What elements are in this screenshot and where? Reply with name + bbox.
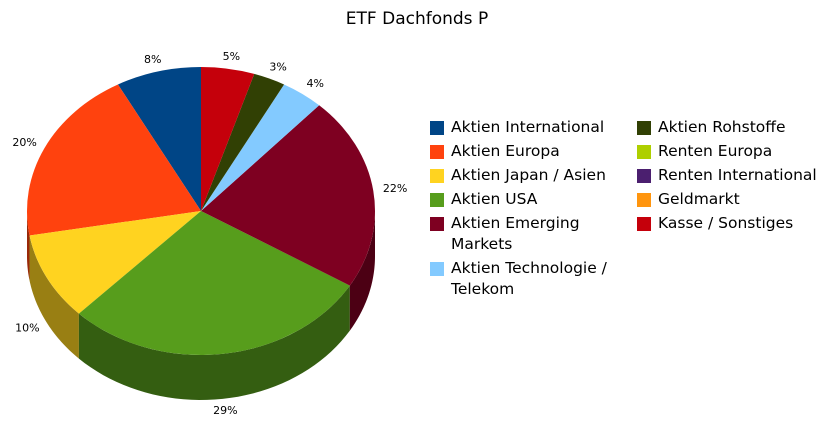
slice [201, 105, 376, 286]
legend-swatch [637, 193, 651, 207]
data-label: 4% [306, 77, 323, 90]
slice-side [349, 211, 375, 331]
legend-label: Kasse / Sonstiges [658, 214, 794, 232]
legend-swatch [637, 169, 651, 183]
slice-side [29, 235, 79, 359]
legend-label: Aktien Rohstoffe [658, 118, 786, 136]
legend-column: Aktien International Aktien Europa Aktien … [430, 117, 623, 300]
legend-swatch [637, 121, 651, 135]
legend-item: Aktien Emerging Markets [430, 213, 623, 255]
data-label: 8% [144, 53, 161, 66]
legend-swatch [430, 262, 444, 276]
legend-item: Aktien USA [430, 189, 623, 210]
legend-item: Aktien Technologie / Telekom [430, 258, 623, 300]
legend-item: Aktien International [430, 117, 623, 138]
legend-item: Renten Europa [637, 141, 820, 162]
legend-label: Aktien Japan / Asien [451, 166, 606, 184]
legend-item: Aktien Europa [430, 141, 623, 162]
legend-label: Geldmarkt [658, 190, 740, 208]
legend: Aktien International Aktien Europa Aktien … [430, 117, 820, 300]
slice [117, 67, 201, 211]
legend-item: Kasse / Sonstiges [637, 213, 820, 234]
legend-label: Renten Europa [658, 142, 773, 160]
legend-item: Aktien Rohstoffe [637, 117, 820, 138]
slice [29, 211, 201, 314]
chart-title: ETF Dachfonds P [346, 9, 488, 29]
legend-label: Aktien USA [451, 190, 538, 208]
legend-swatch [430, 169, 444, 183]
legend-swatch [430, 121, 444, 135]
legend-label: Aktien Emerging Markets [451, 214, 580, 253]
slice-side [27, 211, 30, 281]
data-label: 20% [12, 136, 36, 149]
data-label: 22% [383, 182, 407, 195]
legend-item: Geldmarkt [637, 189, 820, 210]
legend-label: Renten International [658, 166, 817, 184]
data-label: 29% [213, 404, 237, 417]
slice [78, 211, 350, 355]
legend-column: Aktien Rohstoffe Renten Europa Renten Inte… [637, 117, 820, 300]
data-label: 5% [223, 50, 240, 63]
legend-item: Renten International [637, 165, 820, 186]
slice-side [78, 285, 350, 400]
legend-swatch [637, 145, 651, 159]
slice [201, 73, 285, 211]
legend-label: Aktien International [451, 118, 605, 136]
legend-swatch [430, 217, 444, 231]
legend-item: Aktien Japan / Asien [430, 165, 623, 186]
slice [201, 67, 255, 211]
slice [201, 84, 320, 211]
slice [26, 84, 202, 236]
legend-swatch [637, 217, 651, 231]
legend-label: Aktien Europa [451, 142, 560, 160]
data-label: 10% [15, 321, 39, 334]
legend-label: Aktien Technologie / Telekom [451, 259, 607, 298]
legend-swatch [430, 193, 444, 207]
data-label: 3% [269, 61, 286, 74]
legend-swatch [430, 145, 444, 159]
